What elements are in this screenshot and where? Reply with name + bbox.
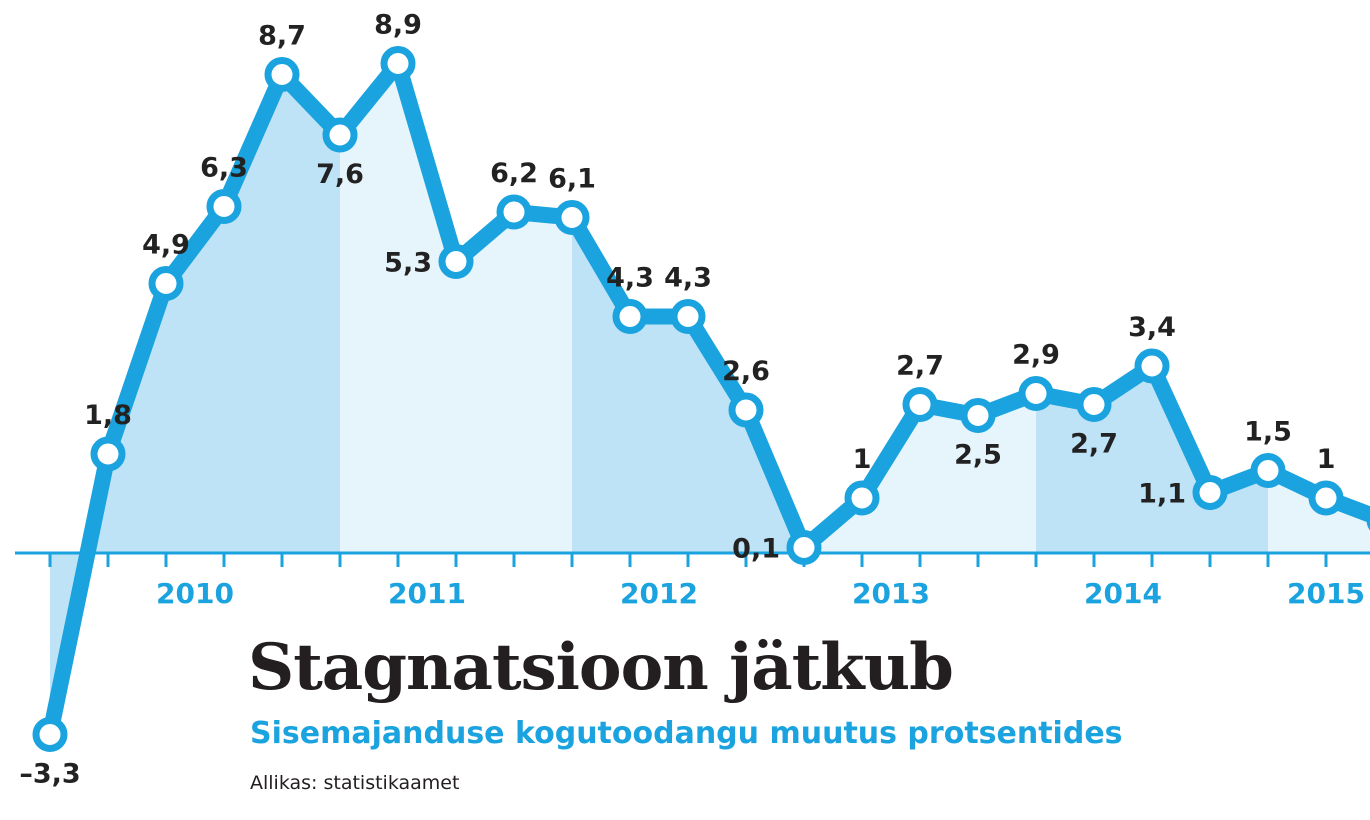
data-point: [1134, 348, 1170, 384]
data-point: [960, 398, 996, 433]
area-band: [920, 404, 978, 553]
data-label: 2,6: [722, 356, 770, 387]
area-band: [456, 212, 514, 553]
data-point: [90, 436, 126, 472]
data-point: [1076, 387, 1112, 422]
data-point: [322, 117, 358, 153]
data-label: 1,1: [1138, 479, 1186, 510]
data-label: 0,1: [732, 534, 780, 565]
area-band: [282, 74, 340, 553]
area-band: [630, 316, 688, 553]
data-point: [264, 57, 300, 92]
series-line: [42, 55, 1370, 743]
chart-source: Allikas: statistikaamet: [250, 772, 460, 794]
data-label: 7,6: [316, 159, 364, 190]
data-label: 1,5: [1244, 417, 1292, 448]
data-label: 6,1: [548, 164, 596, 195]
data-label: 2,7: [1070, 429, 1118, 460]
data-label: 6,2: [490, 158, 538, 189]
data-point: [206, 189, 242, 224]
year-label: 2014: [1084, 577, 1162, 610]
year-label: 2012: [620, 577, 698, 610]
data-label: 4,3: [664, 263, 712, 294]
data-point: [32, 717, 68, 752]
area-band: [340, 63, 398, 553]
data-point: [380, 46, 416, 81]
data-point: [844, 480, 880, 516]
year-label: 2015: [1287, 577, 1365, 610]
data-label: 1: [1317, 444, 1336, 475]
data-point: [1192, 475, 1228, 510]
data-point: [786, 530, 822, 565]
data-label: 2,7: [896, 351, 944, 382]
data-label: –3,3: [19, 759, 80, 790]
area-band: [1036, 393, 1094, 553]
data-point: [670, 299, 706, 334]
data-point: [612, 299, 648, 334]
data-label: 1,8: [84, 400, 132, 431]
data-label: 6,3: [200, 153, 248, 184]
data-label: 8,7: [258, 21, 306, 52]
chart-title: Stagnatsioon jätkub: [248, 630, 954, 705]
area-band: [978, 393, 1036, 553]
area-band: [514, 212, 572, 553]
data-point: [728, 392, 764, 428]
data-point: [554, 200, 590, 235]
data-point: [1250, 453, 1286, 488]
data-point: [902, 387, 938, 422]
data-label: 8,9: [374, 10, 422, 41]
data-label: 2,9: [1012, 340, 1060, 371]
data-label: 5,3: [384, 248, 432, 279]
area-band: [224, 74, 282, 553]
year-label: 2013: [852, 577, 930, 610]
data-point: [496, 194, 532, 230]
data-point: [148, 266, 184, 301]
data-label: 4,3: [606, 263, 654, 294]
data-label: 2,5: [954, 440, 1002, 471]
data-point: [1308, 480, 1344, 516]
data-point: [438, 244, 474, 279]
data-point: [1018, 376, 1054, 411]
chart-subtitle: Sisemajanduse kogutoodangu muutus protse…: [250, 716, 1123, 751]
data-label: 3,4: [1128, 312, 1176, 343]
year-label: 2011: [388, 577, 466, 610]
area-band: [398, 63, 456, 553]
year-label: 2010: [156, 577, 234, 610]
data-label: 1: [853, 444, 872, 475]
area-band: [688, 316, 746, 553]
data-label: 4,9: [142, 230, 190, 261]
